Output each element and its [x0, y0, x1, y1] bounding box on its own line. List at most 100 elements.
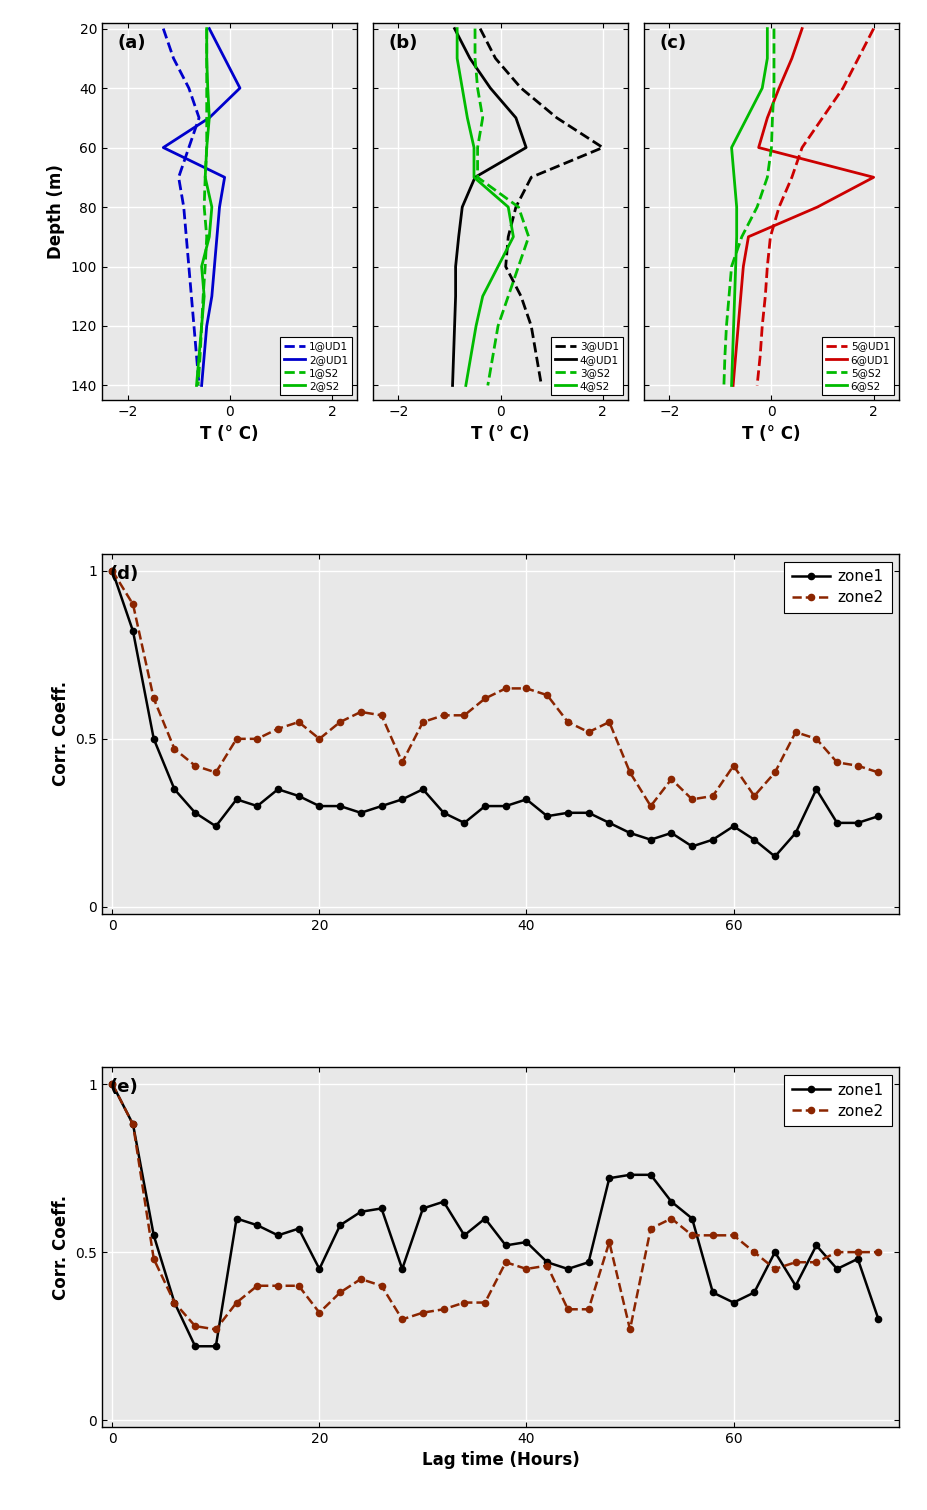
5@S2 [721, 317, 732, 335]
zone1 [190, 803, 201, 821]
zone2 [355, 1270, 366, 1288]
Line: zone1: zone1 [109, 1081, 882, 1350]
zone1 [210, 1338, 222, 1356]
5@S2 [768, 50, 780, 68]
zone1 [417, 1199, 428, 1217]
zone2 [728, 1226, 739, 1244]
zone1 [603, 814, 615, 832]
zone2 [769, 1259, 781, 1277]
zone2 [252, 1276, 263, 1294]
zone2 [790, 1253, 801, 1271]
3@S2 [523, 228, 534, 246]
zone2 [210, 1320, 222, 1338]
2@S2 [202, 79, 213, 97]
zone1 [148, 729, 159, 747]
6@UD1 [728, 376, 739, 394]
Line: 2@UD1: 2@UD1 [163, 29, 240, 385]
1@S2 [199, 168, 210, 186]
zone1 [707, 1284, 718, 1302]
zone1 [852, 1250, 863, 1268]
Text: (d): (d) [110, 565, 139, 583]
zone2 [749, 1243, 760, 1261]
5@S2 [767, 109, 778, 127]
1@UD1 [168, 50, 179, 68]
2@UD1 [211, 228, 222, 246]
Line: 1@S2: 1@S2 [198, 29, 207, 385]
1@S2 [201, 109, 212, 127]
zone1 [790, 1276, 801, 1294]
4@UD1 [449, 317, 460, 335]
5@S2 [768, 79, 780, 97]
zone1 [541, 1253, 552, 1271]
Legend: zone1, zone2: zone1, zone2 [784, 1075, 892, 1126]
zone1 [128, 622, 139, 640]
zone1 [873, 808, 884, 826]
1@S2 [201, 139, 212, 157]
zone2 [314, 1303, 325, 1321]
Line: zone2: zone2 [109, 1081, 882, 1333]
6@S2 [726, 139, 737, 157]
zone1 [210, 817, 222, 835]
zone1 [107, 1075, 118, 1093]
1@UD1 [185, 287, 197, 305]
zone1 [521, 1234, 532, 1252]
3@UD1 [526, 168, 537, 186]
zone2 [148, 690, 159, 708]
5@S2 [718, 376, 730, 394]
Line: 6@UD1: 6@UD1 [733, 29, 873, 385]
zone2 [355, 702, 366, 720]
zone2 [231, 729, 242, 747]
zone1 [376, 797, 387, 815]
zone2 [335, 713, 346, 731]
6@S2 [731, 228, 743, 246]
5@S2 [719, 347, 730, 365]
Line: 3@S2: 3@S2 [475, 29, 528, 385]
6@UD1 [762, 109, 773, 127]
zone1 [293, 787, 304, 805]
4@S2 [468, 139, 479, 157]
zone1 [273, 781, 284, 799]
3@S2 [472, 139, 483, 157]
zone2 [541, 686, 552, 704]
Line: 3@UD1: 3@UD1 [480, 29, 603, 385]
zone2 [231, 1294, 242, 1312]
2@UD1 [219, 168, 230, 186]
2@S2 [198, 287, 210, 305]
zone1 [583, 1253, 594, 1271]
zone1 [417, 781, 428, 799]
2@S2 [201, 139, 212, 157]
4@UD1 [457, 198, 468, 216]
zone1 [273, 1226, 284, 1244]
zone2 [645, 797, 656, 815]
3@UD1 [511, 198, 522, 216]
6@UD1 [730, 347, 742, 365]
5@S2 [736, 228, 747, 246]
zone2 [521, 680, 532, 698]
zone2 [790, 723, 801, 741]
zone1 [603, 1169, 615, 1187]
zone2 [501, 680, 512, 698]
zone1 [707, 831, 718, 849]
zone2 [148, 1250, 159, 1268]
3@UD1 [515, 287, 527, 305]
zone1 [479, 797, 490, 815]
zone1 [397, 1259, 408, 1277]
2@UD1 [235, 79, 246, 97]
1@UD1 [184, 139, 195, 157]
6@S2 [762, 20, 773, 38]
6@UD1 [773, 79, 784, 97]
5@UD1 [756, 317, 768, 335]
zone2 [583, 1300, 594, 1318]
2@UD1 [219, 50, 230, 68]
3@UD1 [475, 20, 486, 38]
zone1 [873, 1311, 884, 1329]
2@S2 [207, 198, 218, 216]
2@S2 [196, 317, 207, 335]
3@UD1 [489, 50, 501, 68]
zone2 [645, 1220, 656, 1238]
3@S2 [472, 79, 483, 97]
1@UD1 [188, 317, 199, 335]
zone2 [541, 1256, 552, 1274]
zone2 [190, 1317, 201, 1335]
zone2 [459, 707, 470, 725]
